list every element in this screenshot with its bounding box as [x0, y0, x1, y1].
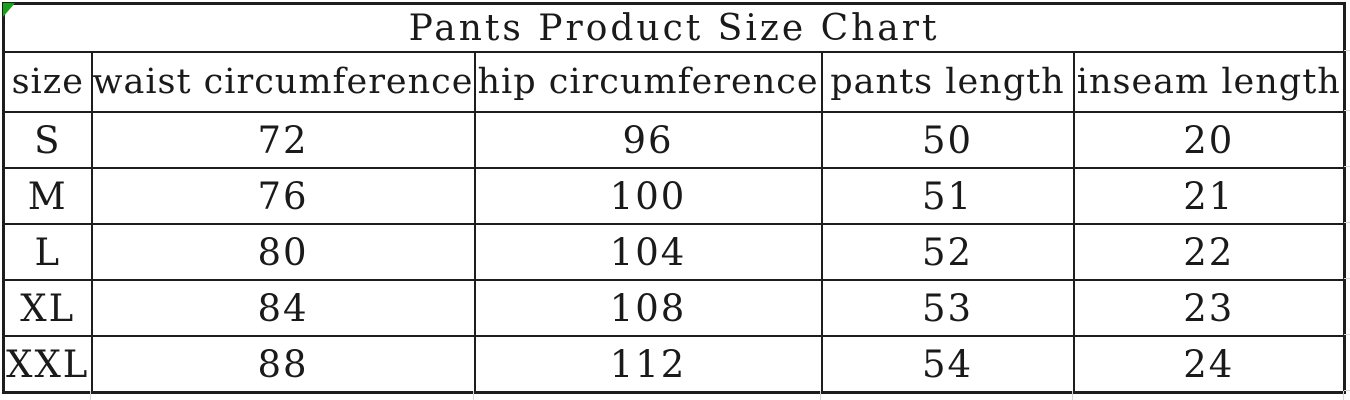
size-label-cell: XXL — [2, 335, 93, 394]
gridline-stub — [1344, 50, 1350, 51]
value-cell: 21 — [1072, 167, 1346, 225]
gridline-stub — [1072, 391, 1073, 400]
size-label-cell: M — [2, 167, 93, 225]
value-cell: 20 — [1072, 111, 1346, 169]
value-cell: 80 — [90, 223, 476, 281]
value-cell: 112 — [473, 335, 823, 394]
table-row: XXL 88 112 54 24 — [2, 335, 1346, 394]
table-title-row: Pants Product Size Chart — [2, 2, 1346, 53]
table-row: L 80 104 52 22 — [2, 223, 1346, 281]
value-cell: 96 — [473, 111, 823, 169]
size-label-cell: L — [2, 223, 93, 281]
column-header-waist: waist circumference — [90, 51, 476, 113]
column-header-pants-length: pants length — [820, 51, 1075, 113]
value-cell: 108 — [473, 279, 823, 337]
column-header-inseam-length: inseam length — [1072, 51, 1346, 113]
table-title: Pants Product Size Chart — [2, 2, 1346, 53]
cell-error-indicator-icon — [3, 3, 15, 17]
gridline-stub — [473, 391, 474, 400]
gridline-stub — [1344, 110, 1350, 111]
value-cell: 51 — [820, 167, 1075, 225]
gridline-stub — [90, 391, 91, 400]
gridline-stub — [1344, 222, 1350, 223]
value-cell: 50 — [820, 111, 1075, 169]
table-header-row: size waist circumference hip circumferen… — [2, 51, 1346, 113]
value-cell: 24 — [1072, 335, 1346, 394]
table-row: S 72 96 50 20 — [2, 111, 1346, 169]
gridline-stub — [1344, 278, 1350, 279]
gridline-stub — [1344, 166, 1350, 167]
value-cell: 76 — [90, 167, 476, 225]
column-header-size: size — [2, 51, 93, 113]
size-label-cell: S — [2, 111, 93, 169]
gridline-stub — [1344, 390, 1350, 391]
value-cell: 53 — [820, 279, 1075, 337]
value-cell: 104 — [473, 223, 823, 281]
table-row: XL 84 108 53 23 — [2, 279, 1346, 337]
size-chart-table: Pants Product Size Chart size waist circ… — [2, 2, 1347, 394]
value-cell: 54 — [820, 335, 1075, 394]
value-cell: 72 — [90, 111, 476, 169]
size-label-cell: XL — [2, 279, 93, 337]
gridline-stub — [1344, 334, 1350, 335]
value-cell: 23 — [1072, 279, 1346, 337]
column-header-hip: hip circumference — [473, 51, 823, 113]
table-row: M 76 100 51 21 — [2, 167, 1346, 225]
value-cell: 52 — [820, 223, 1075, 281]
gridline-stub — [1343, 391, 1344, 400]
value-cell: 88 — [90, 335, 476, 394]
gridline-stub — [820, 391, 821, 400]
value-cell: 84 — [90, 279, 476, 337]
value-cell: 100 — [473, 167, 823, 225]
value-cell: 22 — [1072, 223, 1346, 281]
